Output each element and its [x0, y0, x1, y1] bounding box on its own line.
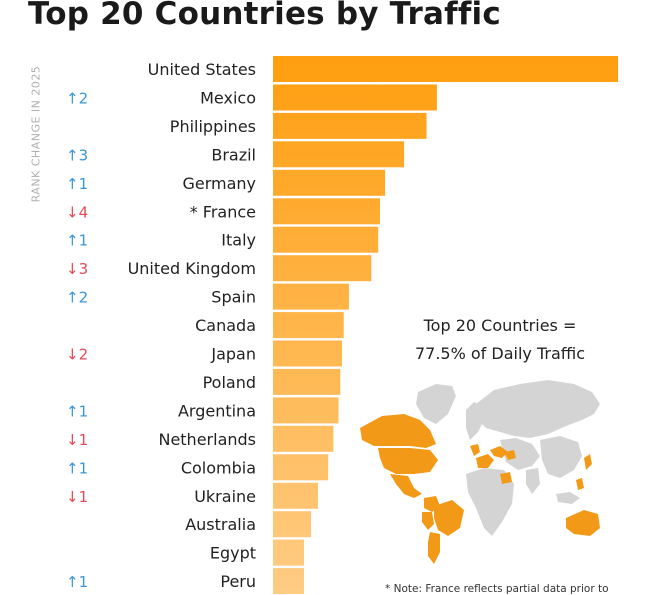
bar-peru [273, 568, 304, 595]
rank-change-label: ↑2 [66, 90, 88, 108]
inset-line-2: 77.5% of Daily Traffic [414, 344, 586, 363]
bar-spain [273, 283, 349, 310]
bar-colombia [273, 454, 329, 481]
rank-change-label: ↓3 [66, 260, 88, 278]
rank-change-label: ↑1 [66, 402, 88, 420]
bar-brazil [273, 141, 405, 168]
category-label: Mexico [200, 89, 256, 108]
category-label: Italy [221, 231, 256, 250]
rank-change-label: ↑2 [66, 289, 88, 307]
bar-philippines [273, 112, 427, 139]
category-label: Peru [220, 572, 256, 591]
category-label: * France [190, 202, 256, 221]
category-label: Ukraine [194, 487, 256, 506]
bar-france [273, 198, 380, 225]
category-label: Netherlands [158, 430, 256, 449]
bar-ukraine [273, 482, 318, 509]
rank-change-label: ↑1 [66, 175, 88, 193]
rank-change-label: ↑1 [66, 459, 88, 477]
bar-australia [273, 511, 311, 538]
bar-united-kingdom [273, 255, 372, 282]
category-label: United States [148, 60, 256, 79]
rank-change-label: ↓1 [66, 431, 88, 449]
category-label: Argentina [178, 401, 256, 420]
bar-italy [273, 226, 379, 253]
bar-mexico [273, 84, 437, 111]
rank-change-label: ↑1 [66, 573, 88, 591]
category-label: Japan [210, 345, 256, 364]
category-label: Brazil [211, 145, 256, 164]
inset-line-1: Top 20 Countries = [423, 316, 577, 335]
chart-title: Top 20 Countries by Traffic [28, 0, 501, 32]
category-label: Egypt [210, 544, 256, 563]
bar-poland [273, 368, 341, 395]
category-label: Spain [211, 288, 256, 307]
bar-japan [273, 340, 342, 367]
category-label: Colombia [181, 458, 256, 477]
category-label: Philippines [170, 117, 256, 136]
world-map [360, 380, 600, 564]
bar-egypt [273, 539, 304, 566]
rank-change-label: ↑3 [66, 146, 88, 164]
bar-argentina [273, 397, 339, 424]
inset-annotation: Top 20 Countries = 77.5% of Daily Traffi… [405, 312, 595, 368]
category-label: Canada [195, 316, 256, 335]
footnote: * Note: France reflects partial data pri… [385, 583, 609, 595]
category-label: United Kingdom [128, 259, 256, 278]
category-label: Australia [185, 515, 256, 534]
category-label: Germany [182, 174, 256, 193]
bar-united-states [273, 56, 618, 82]
bar-netherlands [273, 425, 334, 452]
rank-change-label: ↓4 [66, 203, 88, 221]
bar-canada [273, 312, 344, 339]
rank-change-label: ↓2 [66, 346, 88, 364]
rank-change-label: ↑1 [66, 232, 88, 250]
category-label: Poland [203, 373, 256, 392]
bar-germany [273, 169, 386, 196]
rank-change-label: ↓1 [66, 488, 88, 506]
